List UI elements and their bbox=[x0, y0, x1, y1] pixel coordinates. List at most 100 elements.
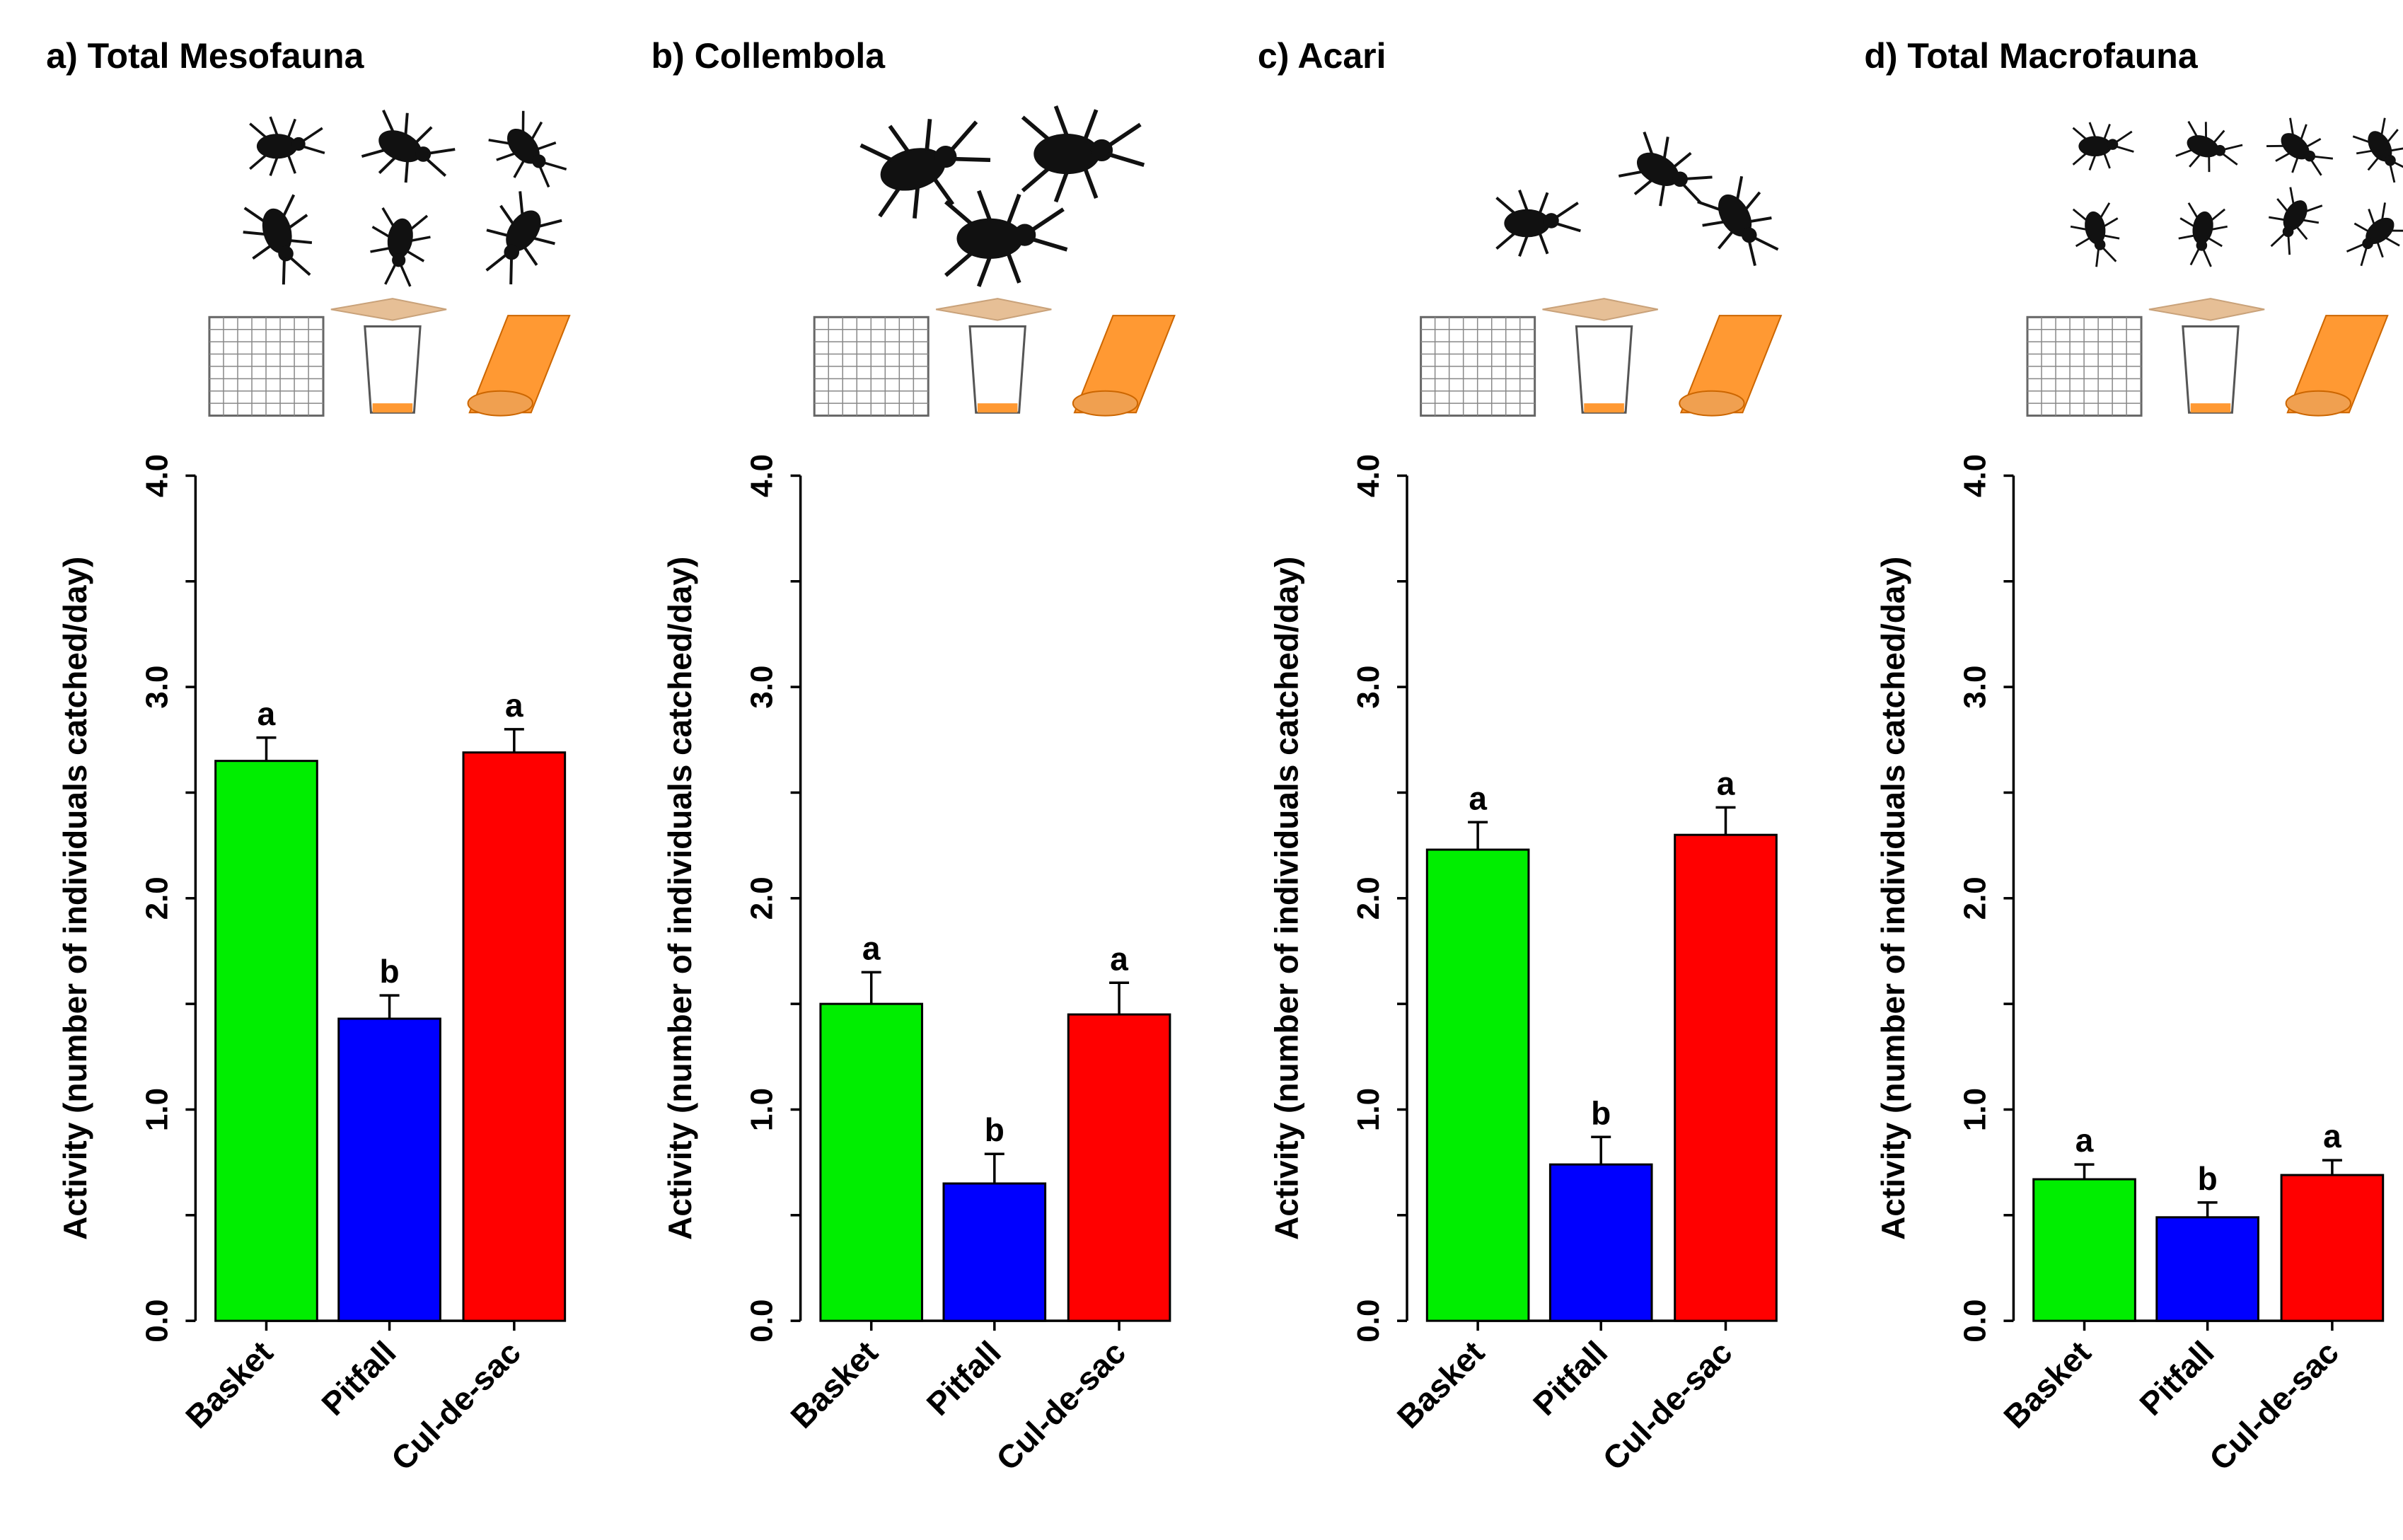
y-axis-label: Activity (number of individuals catched/… bbox=[1268, 557, 1305, 1240]
y-axis: 0.0 1.0 2.0 3.0 4.0 Activity (number of indiv… bbox=[1875, 454, 2015, 1343]
arthropod-silhouette bbox=[488, 110, 567, 188]
y-tick-label: 2.0 bbox=[745, 876, 780, 920]
x-tick-label: Basket bbox=[178, 1333, 279, 1435]
chart-panel-2: b) Collembola 0.0 1.0 2.0 3.0 4.0 Activity (nu… bbox=[652, 36, 1176, 1478]
arthropod-silhouette bbox=[1697, 175, 1779, 266]
y-tick-label: 3.0 bbox=[1957, 666, 1992, 709]
x-tick-label: Pitfall bbox=[920, 1333, 1008, 1422]
error-bar bbox=[504, 728, 524, 753]
y-tick-label: 3.0 bbox=[139, 666, 174, 709]
basket-trap-icon bbox=[813, 315, 930, 417]
x-tick-label: Cul-de-sac bbox=[2202, 1333, 2346, 1477]
insect-illustrations bbox=[2070, 117, 2403, 267]
insect-illustrations bbox=[859, 105, 1145, 287]
arthropod-silhouette bbox=[2070, 202, 2120, 267]
error-bar bbox=[379, 994, 400, 1019]
cul-de-sac-trap-icon bbox=[1679, 315, 1783, 417]
arthropod-silhouette bbox=[2175, 120, 2243, 173]
error-bar bbox=[1715, 806, 1736, 835]
x-tick-label: Basket bbox=[1996, 1333, 2097, 1435]
y-tick-label: 1.0 bbox=[1351, 1088, 1386, 1131]
x-tick-label: Basket bbox=[783, 1333, 884, 1435]
significance-letter: a bbox=[1717, 765, 1735, 801]
bar-basket bbox=[214, 760, 318, 1322]
error-bar bbox=[2074, 1163, 2095, 1180]
error-bar bbox=[861, 971, 881, 1005]
y-tick-label: 0.0 bbox=[1351, 1299, 1386, 1343]
arthropod-silhouette bbox=[944, 190, 1068, 287]
bar-pitfall bbox=[942, 1182, 1047, 1322]
bars: a b a bbox=[214, 687, 567, 1322]
arthropod-silhouette bbox=[2352, 117, 2403, 183]
chart-panel-1: a) Total Mesofauna 0.0 1.0 2.0 3.0 4.0 Activit… bbox=[46, 36, 571, 1478]
y-axis-label: Activity (number of individuals catched/… bbox=[661, 557, 698, 1240]
pitfall-trap-icon bbox=[330, 298, 447, 414]
panel-title: c) Acari bbox=[1258, 36, 1386, 76]
significance-letter: a bbox=[1469, 780, 1487, 816]
arthropod-silhouette bbox=[2072, 122, 2134, 171]
significance-letter: a bbox=[257, 695, 276, 732]
chart-panel-4: d) Total Macrofauna 0.0 1.0 2.0 3.0 4.0 Activi… bbox=[1864, 36, 2403, 1478]
y-tick-label: 4.0 bbox=[1957, 454, 1992, 497]
chart-panel-3: c) Acari 0.0 1.0 2.0 3.0 4.0 Activity (number … bbox=[1258, 36, 1783, 1478]
pitfall-trap-icon bbox=[2148, 298, 2265, 414]
trap-icons bbox=[1420, 298, 1783, 417]
significance-letter: a bbox=[1110, 940, 1128, 977]
pitfall-trap-icon bbox=[1542, 298, 1658, 414]
significance-letter: b bbox=[985, 1111, 1004, 1148]
y-tick-label: 4.0 bbox=[745, 454, 780, 497]
panel-title: a) Total Mesofauna bbox=[46, 36, 364, 76]
arthropod-silhouette bbox=[1021, 105, 1145, 203]
bar-pitfall bbox=[1548, 1163, 1653, 1322]
panel-title: b) Collembola bbox=[652, 36, 886, 76]
bars: a b a bbox=[2032, 1118, 2385, 1322]
bar-pitfall bbox=[337, 1017, 441, 1322]
bar-basket bbox=[1425, 848, 1530, 1322]
y-axis: 0.0 1.0 2.0 3.0 4.0 Activity (number of indiv… bbox=[661, 454, 802, 1343]
cul-de-sac-trap-icon bbox=[1072, 315, 1176, 417]
bar-pitfall bbox=[2155, 1216, 2259, 1322]
panel-title: d) Total Macrofauna bbox=[1864, 36, 2199, 76]
arthropod-silhouette bbox=[1618, 131, 1713, 207]
y-tick-label: 2.0 bbox=[1351, 876, 1386, 920]
arthropod-silhouette bbox=[243, 194, 313, 285]
y-tick-label: 1.0 bbox=[1957, 1088, 1992, 1131]
significance-letter: a bbox=[505, 687, 523, 724]
error-bar bbox=[1591, 1135, 1611, 1165]
y-tick-label: 3.0 bbox=[1351, 666, 1386, 709]
basket-trap-icon bbox=[1420, 315, 1536, 417]
arthropod-silhouette bbox=[1495, 190, 1581, 257]
significance-letter: a bbox=[862, 930, 881, 966]
arthropod-silhouette bbox=[485, 191, 562, 284]
arthropod-silhouette bbox=[249, 116, 325, 176]
error-bar bbox=[256, 736, 277, 761]
x-tick-label: Cul-de-sac bbox=[384, 1333, 528, 1477]
y-tick-label: 0.0 bbox=[139, 1299, 174, 1343]
y-tick-label: 4.0 bbox=[139, 454, 174, 497]
arthropod-silhouette bbox=[2269, 187, 2323, 255]
insect-illustrations bbox=[243, 110, 567, 287]
y-tick-label: 0.0 bbox=[1957, 1299, 1992, 1343]
x-tick-label: Pitfall bbox=[314, 1333, 403, 1422]
bar-cul-de-sac bbox=[462, 751, 567, 1322]
trap-icons bbox=[2026, 298, 2389, 417]
pitfall-trap-icon bbox=[935, 298, 1052, 414]
bars: a b a bbox=[1425, 765, 1778, 1322]
error-bar bbox=[2322, 1159, 2342, 1176]
arthropod-silhouette bbox=[2266, 117, 2334, 176]
bar-cul-de-sac bbox=[1674, 833, 1778, 1322]
y-axis-label: Activity (number of individuals catched/… bbox=[57, 557, 93, 1240]
y-tick-label: 4.0 bbox=[1351, 454, 1386, 497]
bar-basket bbox=[2032, 1178, 2136, 1322]
bars: a b a bbox=[819, 930, 1171, 1322]
significance-letter: b bbox=[380, 953, 400, 990]
bar-basket bbox=[819, 1002, 924, 1322]
x-tick-label: Basket bbox=[1390, 1333, 1491, 1435]
y-tick-label: 1.0 bbox=[745, 1088, 780, 1131]
significance-letter: a bbox=[2323, 1118, 2341, 1154]
y-tick-label: 2.0 bbox=[1957, 876, 1992, 920]
basket-trap-icon bbox=[208, 315, 325, 417]
arthropod-silhouette bbox=[361, 110, 456, 183]
